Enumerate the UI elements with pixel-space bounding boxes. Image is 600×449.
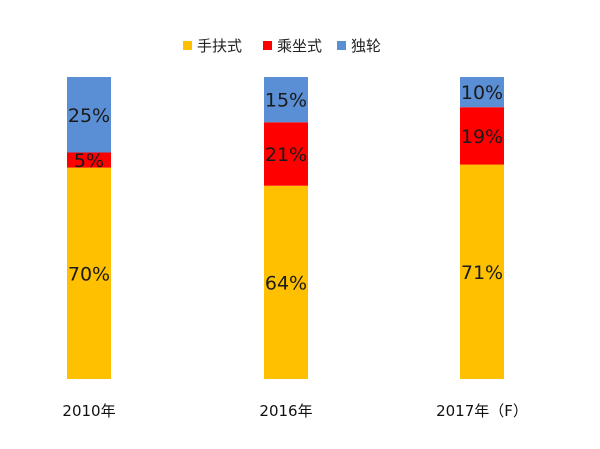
- legend-label-3: 独轮: [351, 37, 381, 55]
- bars: 70% 5% 25% 64% 21% 15% 71% 19% 10%: [67, 77, 504, 379]
- data-label-1-3: 25%: [68, 105, 110, 127]
- legend: 手扶式 乘坐式 独轮: [183, 37, 381, 55]
- category-labels: 2010年 2016年 2017年（F）: [62, 402, 528, 420]
- bar-segment-1-1: [67, 167, 111, 379]
- legend-label-2: 乘坐式: [277, 37, 322, 55]
- category-label-3: 2017年（F）: [436, 402, 528, 420]
- data-label-1-2: 5%: [74, 150, 104, 172]
- bar-segment-3-2: [460, 107, 504, 165]
- category-label-2: 2016年: [259, 402, 312, 420]
- data-label-3-2: 19%: [461, 126, 503, 148]
- bar-segment-1-3: [67, 77, 111, 153]
- bar-segment-1-2: [67, 152, 111, 168]
- legend-swatch-3: [337, 41, 346, 50]
- bar-segment-3-3: [460, 77, 504, 108]
- data-label-3-3: 10%: [461, 82, 503, 104]
- data-label-2-2: 21%: [265, 144, 307, 166]
- legend-swatch-2: [263, 41, 272, 50]
- legend-label-1: 手扶式: [197, 37, 242, 55]
- category-label-1: 2010年: [62, 402, 115, 420]
- legend-swatch-1: [183, 41, 192, 50]
- bar-segment-2-3: [264, 77, 308, 123]
- data-label-1-1: 70%: [68, 263, 110, 285]
- bar-segment-3-1: [460, 164, 504, 379]
- bar-segment-2-2: [264, 122, 308, 186]
- data-label-2-3: 15%: [265, 90, 307, 112]
- data-label-3-1: 71%: [461, 262, 503, 284]
- data-label-2-1: 64%: [265, 272, 307, 294]
- bar-segment-2-1: [264, 185, 308, 379]
